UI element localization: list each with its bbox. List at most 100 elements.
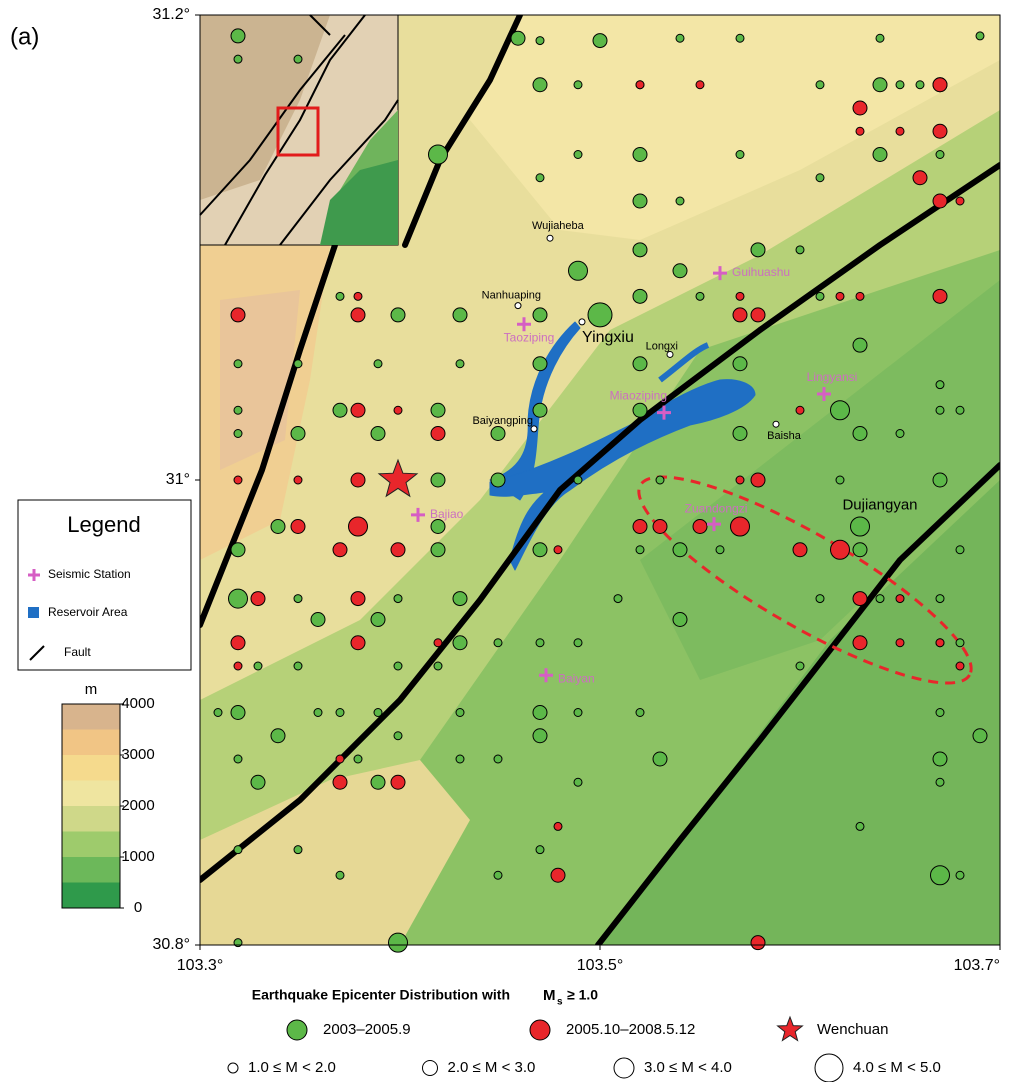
- epicenter: [751, 243, 765, 257]
- epicenter: [429, 145, 448, 164]
- epicenter: [574, 476, 582, 484]
- epicenter: [333, 775, 347, 789]
- epicenter: [736, 151, 744, 159]
- epicenter: [374, 709, 382, 717]
- epicenter: [351, 308, 365, 322]
- epicenter: [494, 871, 502, 879]
- size-legend-marker: [423, 1061, 438, 1076]
- epicenter: [231, 29, 245, 43]
- epicenter: [716, 546, 724, 554]
- epicenter: [511, 31, 525, 45]
- epicenter: [494, 639, 502, 647]
- epicenter: [391, 308, 405, 322]
- epicenter: [896, 81, 904, 89]
- place-label: Longxi: [646, 340, 678, 352]
- epicenter: [976, 32, 984, 40]
- colorbar-band: [62, 857, 120, 883]
- x-tick-label: 103.7°: [954, 957, 1000, 974]
- epicenter: [736, 292, 744, 300]
- colorbar-band: [62, 806, 120, 832]
- epicenter: [856, 127, 864, 135]
- place-marker: [547, 235, 553, 241]
- epicenter: [636, 81, 644, 89]
- epicenter: [351, 592, 365, 606]
- epicenter: [234, 55, 242, 63]
- epicenter: [853, 592, 867, 606]
- inset-map: [200, 15, 398, 245]
- legend-reservoir-icon: [28, 607, 39, 618]
- colorbar-tick-label: 2000: [121, 797, 154, 814]
- epicenter: [656, 476, 664, 484]
- epicenter: [693, 520, 707, 534]
- epicenter: [234, 846, 242, 854]
- epicenter: [271, 520, 285, 534]
- epicenter: [853, 543, 867, 557]
- epicenter: [431, 473, 445, 487]
- size-legend-label: 1.0 ≤ M < 2.0: [248, 1059, 336, 1076]
- epicenter: [453, 636, 467, 650]
- epicenter: [956, 662, 964, 670]
- colorbar-band: [62, 883, 120, 909]
- epicenter: [793, 543, 807, 557]
- size-legend-label: 4.0 ≤ M < 5.0: [853, 1059, 941, 1076]
- epicenter: [351, 473, 365, 487]
- caption: Earthquake Epicenter Distribution with: [252, 987, 510, 1003]
- epicenter: [633, 520, 647, 534]
- epicenter: [796, 246, 804, 254]
- epicenter: [896, 127, 904, 135]
- epicenter: [536, 37, 544, 45]
- epicenter: [494, 755, 502, 763]
- epicenter: [796, 662, 804, 670]
- colorbar-band: [62, 755, 120, 781]
- epicenter: [876, 34, 884, 42]
- epicenter: [574, 709, 582, 717]
- place-label: Wujiaheba: [532, 220, 585, 232]
- caption-subscript: s: [557, 997, 563, 1008]
- epicenter: [956, 546, 964, 554]
- epicenter: [676, 34, 684, 42]
- colorbar-tick-label: 4000: [121, 695, 154, 712]
- place-label: Yingxiu: [582, 329, 634, 346]
- size-legend-marker: [614, 1058, 634, 1078]
- place-label: Baiyangping: [472, 415, 533, 427]
- epicenter: [351, 403, 365, 417]
- epicenter: [751, 308, 765, 322]
- epicenter: [374, 360, 382, 368]
- epicenter: [333, 543, 347, 557]
- epicenter: [434, 662, 442, 670]
- x-tick-label: 103.3°: [177, 957, 223, 974]
- caption-symbol: M: [543, 987, 556, 1004]
- epicenter: [636, 546, 644, 554]
- epicenter: [294, 846, 302, 854]
- epicenter: [856, 822, 864, 830]
- epicenter: [751, 473, 765, 487]
- epicenter: [633, 289, 647, 303]
- series-legend-marker: [287, 1020, 307, 1040]
- series-legend-label: 2003–2005.9: [323, 1021, 411, 1038]
- epicenter: [933, 752, 947, 766]
- epicenter: [831, 401, 850, 420]
- epicenter: [333, 403, 347, 417]
- epicenter: [394, 406, 402, 414]
- epicenter: [836, 476, 844, 484]
- epicenter: [231, 308, 245, 322]
- legend-title: Legend: [67, 512, 140, 537]
- epicenter: [873, 78, 887, 92]
- epicenter: [456, 709, 464, 717]
- epicenter: [816, 292, 824, 300]
- colorbar-band: [62, 704, 120, 730]
- epicenter: [554, 546, 562, 554]
- epicenter: [234, 755, 242, 763]
- y-tick-label: 31.2°: [152, 6, 190, 23]
- epicenter: [853, 427, 867, 441]
- epicenter: [836, 292, 844, 300]
- epicenter: [853, 636, 867, 650]
- epicenter: [231, 706, 245, 720]
- epicenter: [394, 732, 402, 740]
- series-legend-marker: [530, 1020, 550, 1040]
- station-label: Taoziping: [504, 330, 555, 344]
- epicenter: [733, 308, 747, 322]
- epicenter: [913, 171, 927, 185]
- epicenter: [933, 289, 947, 303]
- epicenter: [856, 292, 864, 300]
